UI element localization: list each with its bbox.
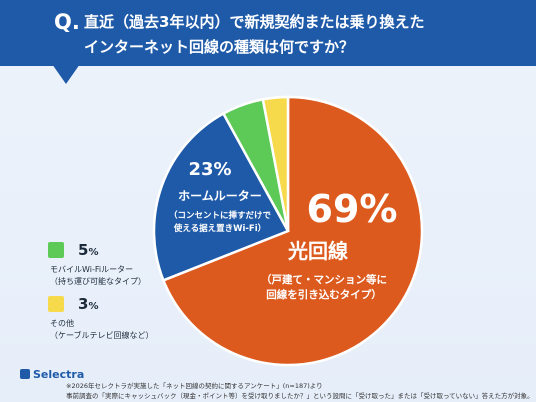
slice-label-fiber-sub-1: （戸建て・マンション等に: [261, 273, 387, 286]
slice-label-home-router-percent: 23%: [188, 159, 231, 180]
speech-bubble-tail: [52, 64, 80, 84]
legend-sub-other: （ケーブルテレビ回線など）: [50, 331, 154, 340]
slice-label-home-router-sub-2: 使える据え置きWi-Fi）: [173, 223, 266, 234]
legend-name-mobile-router: モバイルWi-Fiルーター: [50, 265, 134, 274]
slice-label-home-router-sub-1: （コンセントに挿すだけで: [169, 210, 272, 221]
question-line-2: インターネット回線の種類は何ですか？: [84, 38, 355, 56]
pie-slice-fiber: [161, 95, 424, 367]
question-text: 直近（過去3年以内）で新規契約または乗り換えた インターネット回線の種類は何です…: [84, 10, 424, 60]
selectra-logo: Selectra: [20, 368, 84, 381]
footnote-line-2: 事前調査の「実際にキャッシュバック（現金・ポイント等）を受け取りましたか？」とい…: [66, 392, 534, 400]
footnote-line-1: ※2026年セレクトラが実施した「ネット回線の契約に関するアンケート」(n=18…: [66, 382, 323, 390]
legend-swatch-mobile-router: [48, 242, 64, 258]
legend-sub-mobile-router: （持ち運び可能なタイプ）: [50, 277, 146, 286]
legend-value-mobile-router: 5%: [78, 241, 99, 259]
logo-text: Selectra: [33, 368, 85, 381]
slice-label-fiber-sub-2: 回線を引き込むタイプ）: [266, 288, 382, 301]
legend-label-other: その他 （ケーブルテレビ回線など）: [50, 318, 154, 342]
slice-label-home-router-name: ホームルーター: [178, 189, 262, 203]
question-header: Q. 直近（過去3年以内）で新規契約または乗り換えた インターネット回線の種類は…: [0, 0, 536, 66]
legend-swatch-other: [48, 296, 64, 312]
pie-slice-home-router: [152, 111, 290, 282]
legend-label-mobile-router: モバイルWi-Fiルーター （持ち運び可能なタイプ）: [50, 264, 146, 288]
question-line-1: 直近（過去3年以内）で新規契約または乗り換えた: [84, 13, 425, 31]
pie-slice-other: [261, 95, 290, 232]
slice-label-fiber-name: 光回線: [287, 239, 348, 263]
question-mark: Q.: [54, 10, 80, 34]
slice-label-fiber-percent: 69%: [307, 187, 398, 231]
legend-name-other: その他: [50, 319, 74, 328]
legend-value-other: 3%: [78, 295, 99, 313]
logo-mark-icon: [20, 369, 30, 379]
